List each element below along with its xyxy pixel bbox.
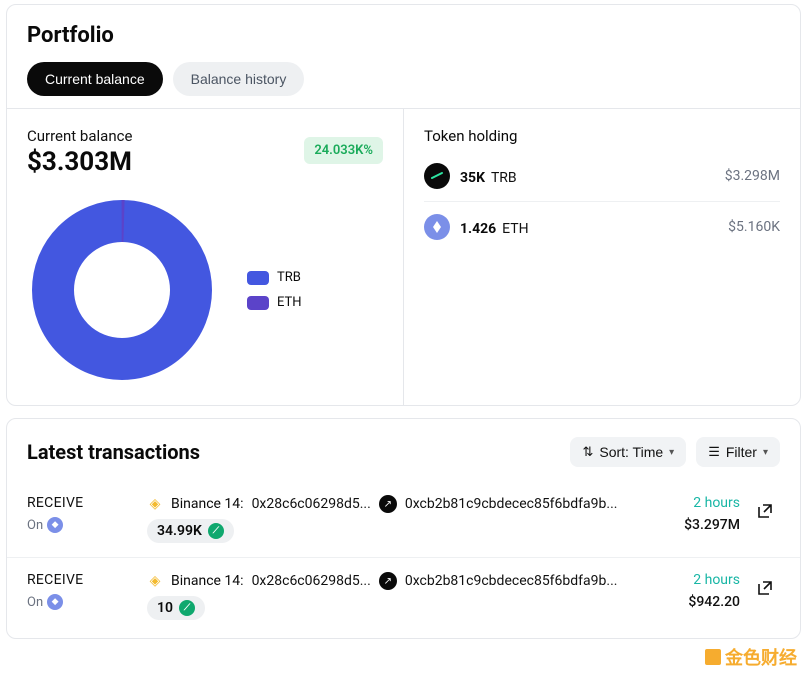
tx-time: 2 hours: [630, 572, 740, 588]
watermark: 金色财经: [705, 644, 797, 670]
legend-label-eth: ETH: [277, 295, 302, 310]
external-link-button[interactable]: [750, 503, 780, 519]
arrow-out-icon: ↗: [379, 495, 397, 513]
tx-from-label: Binance 14:: [171, 573, 244, 589]
watermark-icon: [705, 649, 721, 665]
watermark-text: 金色财经: [725, 644, 797, 670]
tx-chain: On ◆: [27, 594, 137, 610]
tx-value: $3.297M: [630, 517, 740, 533]
holding-value: $3.298M: [725, 168, 780, 184]
tx-from-addr: 0x28c6c06298d5...: [252, 496, 371, 512]
tx-amount: 34.99K: [157, 523, 202, 539]
tx-amount-pill: 10 ⟋: [147, 596, 205, 620]
transaction-row[interactable]: RECEIVE On ◆ ◈ Binance 14: 0x28c6c06298d…: [7, 557, 800, 634]
tx-time: 2 hours: [630, 495, 740, 511]
filter-label: Filter: [726, 444, 757, 460]
holding-symbol: TRB: [491, 170, 517, 186]
chart-legend: TRB ETH: [247, 270, 302, 310]
tx-on-label: On: [27, 518, 43, 533]
filter-icon: ☰: [708, 444, 720, 460]
chevron-down-icon: ▾: [669, 447, 674, 458]
donut-svg: [27, 195, 217, 385]
legend-swatch-eth: [247, 296, 269, 310]
tx-from-label: Binance 14:: [171, 496, 244, 512]
tx-from-addr: 0x28c6c06298d5...: [252, 573, 371, 589]
trb-icon: ⟋: [179, 600, 195, 616]
transaction-row[interactable]: RECEIVE On ◆ ◈ Binance 14: 0x28c6c06298d…: [7, 481, 800, 557]
tx-type: RECEIVE: [27, 572, 137, 588]
transactions-controls: ⇅ Sort: Time ▾ ☰ Filter ▾: [570, 437, 780, 467]
balance-label: Current balance: [27, 127, 132, 145]
tx-chain: On ◆: [27, 517, 137, 533]
tx-to-addr: 0xcb2b81c9cbdecec85f6bdfa9b...: [405, 573, 618, 589]
tab-balance-history[interactable]: Balance history: [173, 62, 305, 96]
tx-value: $942.20: [630, 594, 740, 610]
holding-row-eth[interactable]: 1.426 ETH $5.160K: [424, 201, 780, 252]
holding-amount: 1.426: [460, 221, 496, 237]
transactions-card: Latest transactions ⇅ Sort: Time ▾ ☰ Fil…: [6, 418, 801, 639]
balance-panel: Current balance $3.303M 24.033K% TRB: [7, 109, 404, 405]
tx-details: ◈ Binance 14: 0x28c6c06298d5... ↗ 0xcb2b…: [147, 572, 620, 620]
transactions-header: Latest transactions ⇅ Sort: Time ▾ ☰ Fil…: [7, 419, 800, 481]
tx-to-addr: 0xcb2b81c9cbdecec85f6bdfa9b...: [405, 496, 618, 512]
legend-label-trb: TRB: [277, 270, 301, 285]
trb-icon: [424, 163, 450, 189]
sort-label: Sort: Time: [599, 444, 663, 460]
tx-amount-pill: 34.99K ⟋: [147, 519, 234, 543]
filter-button[interactable]: ☰ Filter ▾: [696, 437, 780, 467]
arrow-out-icon: ↗: [379, 572, 397, 590]
legend-item-trb: TRB: [247, 270, 302, 285]
portfolio-header: Portfolio Current balance Balance histor…: [7, 5, 800, 108]
chevron-down-icon: ▾: [763, 447, 768, 458]
tab-current-balance[interactable]: Current balance: [27, 62, 163, 96]
binance-icon: ◈: [147, 496, 163, 512]
balance-value: $3.303M: [27, 147, 132, 177]
balance-change-badge: 24.033K%: [304, 137, 383, 164]
portfolio-card: Portfolio Current balance Balance histor…: [6, 4, 801, 406]
holdings-label: Token holding: [424, 127, 780, 145]
donut-chart: TRB ETH: [27, 195, 383, 385]
tx-type: RECEIVE: [27, 495, 137, 511]
tx-amount: 10: [157, 600, 173, 616]
legend-swatch-trb: [247, 271, 269, 285]
sort-icon: ⇅: [582, 444, 593, 460]
portfolio-body: Current balance $3.303M 24.033K% TRB: [7, 109, 800, 405]
portfolio-tabs: Current balance Balance history: [27, 62, 780, 96]
transactions-title: Latest transactions: [27, 440, 200, 464]
legend-item-eth: ETH: [247, 295, 302, 310]
eth-icon: ◆: [47, 517, 63, 533]
holding-amount: 35K: [460, 170, 485, 186]
binance-icon: ◈: [147, 573, 163, 589]
holding-row-trb[interactable]: 35K TRB $3.298M: [424, 151, 780, 201]
trb-icon: ⟋: [208, 523, 224, 539]
holdings-panel: Token holding 35K TRB $3.298M 1.426 ETH: [404, 109, 800, 405]
tx-details: ◈ Binance 14: 0x28c6c06298d5... ↗ 0xcb2b…: [147, 495, 620, 543]
eth-icon: ◆: [47, 594, 63, 610]
sort-button[interactable]: ⇅ Sort: Time ▾: [570, 437, 686, 467]
holding-value: $5.160K: [728, 219, 780, 235]
external-link-button[interactable]: [750, 580, 780, 596]
page-title: Portfolio: [27, 23, 780, 48]
eth-icon: [424, 214, 450, 240]
tx-on-label: On: [27, 595, 43, 610]
holding-symbol: ETH: [502, 221, 528, 237]
